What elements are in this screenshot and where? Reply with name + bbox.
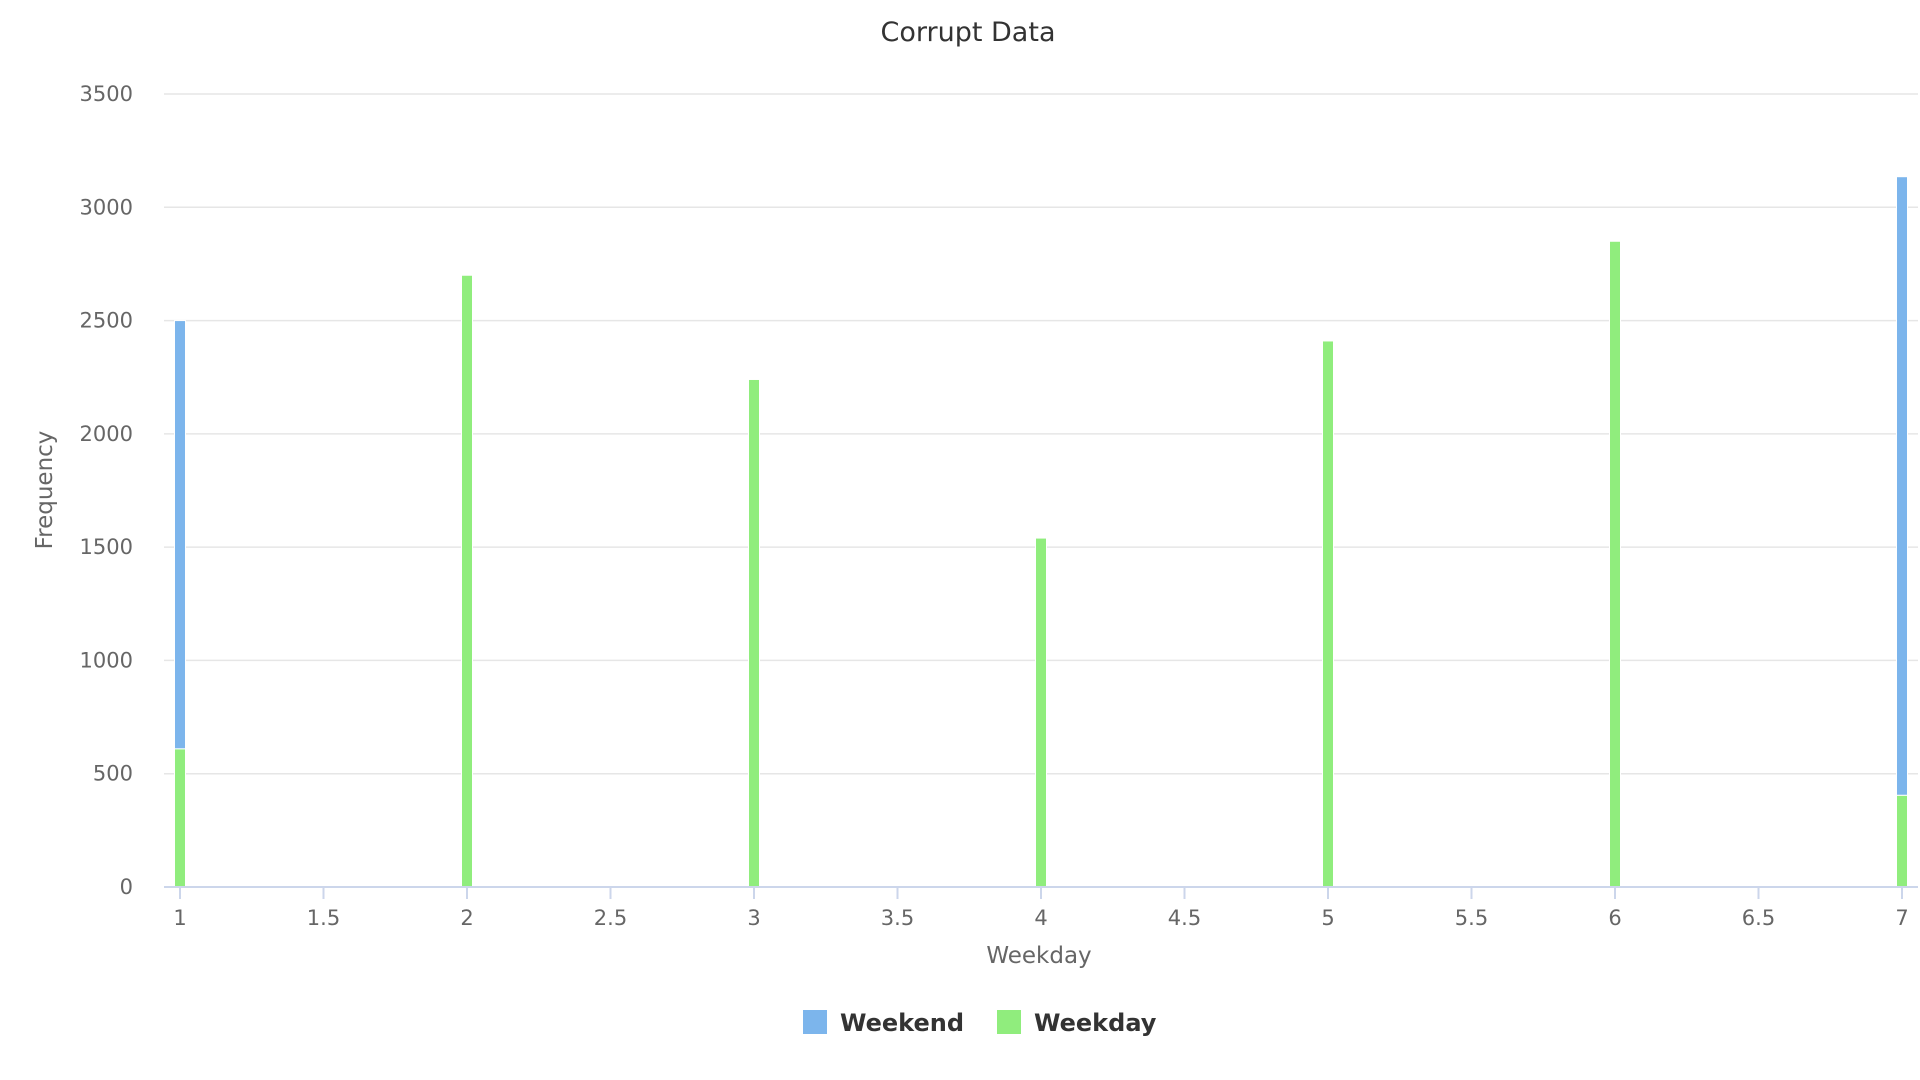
x-tick-label: 3.5 xyxy=(881,906,914,930)
x-tick-label: 2 xyxy=(460,906,473,930)
x-tick-label: 2.5 xyxy=(594,906,627,930)
y-axis-ticks: 0 500 1000 1500 2000 2500 3000 3500 xyxy=(80,82,133,899)
y-tick-label: 500 xyxy=(93,762,133,786)
bar-weekend-x7[interactable] xyxy=(1896,176,1908,796)
legend[interactable]: Weekend Weekday xyxy=(803,1009,1157,1037)
x-axis-ticks: 1 1.5 2 2.5 3 3.5 4 4.5 5 5.5 6 6.5 7 xyxy=(173,887,1909,930)
x-tick-label: 6 xyxy=(1608,906,1621,930)
legend-swatch xyxy=(803,1010,827,1034)
bar-weekday-x2[interactable] xyxy=(461,274,473,888)
x-tick-label: 1 xyxy=(173,906,186,930)
y-tick-label: 1500 xyxy=(80,535,133,559)
x-axis-title: Weekday xyxy=(986,943,1091,969)
y-tick-label: 3000 xyxy=(80,195,133,219)
x-tick-label: 1.5 xyxy=(307,906,340,930)
bars[interactable] xyxy=(174,176,1908,888)
legend-swatch xyxy=(997,1010,1021,1034)
x-tick-label: 7 xyxy=(1895,906,1908,930)
bar-weekday-x6[interactable] xyxy=(1609,240,1621,888)
legend-item-weekend[interactable]: Weekend xyxy=(803,1009,964,1037)
legend-label: Weekend xyxy=(840,1009,964,1037)
y-tick-label: 0 xyxy=(120,875,133,899)
x-tick-label: 4 xyxy=(1034,906,1047,930)
x-tick-label: 5 xyxy=(1321,906,1334,930)
legend-item-weekday[interactable]: Weekday xyxy=(997,1009,1157,1037)
x-tick-label: 3 xyxy=(747,906,760,930)
chart-title: Corrupt Data xyxy=(881,17,1056,48)
y-tick-label: 3500 xyxy=(80,82,133,106)
x-tick-label: 5.5 xyxy=(1455,906,1488,930)
bar-weekend-x1[interactable] xyxy=(174,320,186,750)
bar-weekday-x3[interactable] xyxy=(748,378,760,888)
x-tick-label: 4.5 xyxy=(1168,906,1201,930)
y-tick-label: 2000 xyxy=(80,422,133,446)
bar-weekday-x5[interactable] xyxy=(1322,340,1334,888)
y-axis-title: Frequency xyxy=(32,431,58,550)
bar-weekday-x7[interactable] xyxy=(1896,794,1908,888)
bar-weekday-x4[interactable] xyxy=(1035,537,1047,888)
y-tick-label: 1000 xyxy=(80,648,133,672)
bar-weekday-x1[interactable] xyxy=(174,748,186,888)
x-tick-label: 6.5 xyxy=(1742,906,1775,930)
legend-label: Weekday xyxy=(1034,1009,1157,1037)
y-tick-label: 2500 xyxy=(80,309,133,333)
